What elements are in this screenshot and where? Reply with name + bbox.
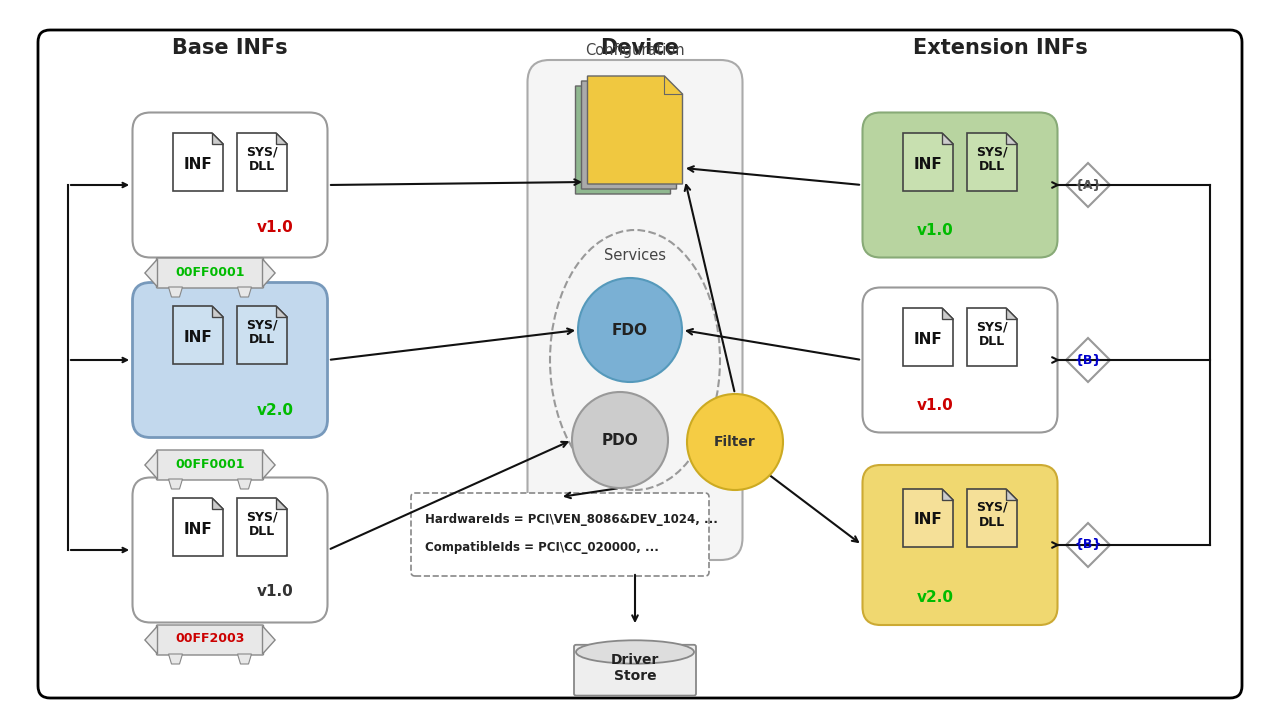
Polygon shape <box>902 489 954 547</box>
Polygon shape <box>588 76 682 184</box>
Text: v1.0: v1.0 <box>916 397 954 413</box>
Polygon shape <box>276 498 287 509</box>
Text: SYS/
DLL: SYS/ DLL <box>977 145 1007 173</box>
Text: CompatibleIds = PCI\CC_020000, ...: CompatibleIds = PCI\CC_020000, ... <box>425 541 659 554</box>
Ellipse shape <box>576 640 694 664</box>
FancyBboxPatch shape <box>573 645 696 696</box>
Polygon shape <box>966 308 1018 366</box>
Polygon shape <box>262 451 275 479</box>
Polygon shape <box>238 479 251 489</box>
Polygon shape <box>145 626 157 654</box>
Text: Driver
Store: Driver Store <box>611 652 659 683</box>
Text: 00FF0001: 00FF0001 <box>175 266 244 279</box>
Text: Extension INFs: Extension INFs <box>913 38 1088 58</box>
Text: INF: INF <box>914 331 942 346</box>
Text: SYS/
DLL: SYS/ DLL <box>246 510 278 538</box>
Polygon shape <box>1006 308 1018 319</box>
Text: Configuration: Configuration <box>585 42 685 58</box>
Polygon shape <box>237 306 287 364</box>
Text: Filter: Filter <box>714 435 756 449</box>
Text: SYS/
DLL: SYS/ DLL <box>977 320 1007 348</box>
FancyBboxPatch shape <box>156 258 264 288</box>
Polygon shape <box>576 86 671 194</box>
Text: Services: Services <box>604 248 666 263</box>
Circle shape <box>572 392 668 488</box>
Polygon shape <box>169 287 183 297</box>
FancyBboxPatch shape <box>527 60 742 560</box>
Polygon shape <box>262 626 275 654</box>
Polygon shape <box>262 259 275 287</box>
Polygon shape <box>145 259 157 287</box>
Polygon shape <box>212 306 223 317</box>
FancyBboxPatch shape <box>863 287 1057 433</box>
Text: INF: INF <box>183 330 212 344</box>
Polygon shape <box>1066 523 1110 567</box>
Polygon shape <box>173 498 223 556</box>
Polygon shape <box>238 287 251 297</box>
Polygon shape <box>169 479 183 489</box>
FancyBboxPatch shape <box>133 477 328 623</box>
Polygon shape <box>237 498 287 556</box>
Text: {B}: {B} <box>1074 354 1102 366</box>
Text: INF: INF <box>183 521 212 536</box>
Polygon shape <box>902 308 954 366</box>
Polygon shape <box>238 654 251 664</box>
Polygon shape <box>942 308 954 319</box>
Polygon shape <box>902 133 954 191</box>
FancyBboxPatch shape <box>411 493 709 576</box>
Circle shape <box>687 394 783 490</box>
FancyBboxPatch shape <box>156 625 264 655</box>
Polygon shape <box>145 451 157 479</box>
Text: 00FF0001: 00FF0001 <box>175 457 244 470</box>
FancyBboxPatch shape <box>156 450 264 480</box>
Text: Device: Device <box>600 38 680 58</box>
Polygon shape <box>1006 133 1018 144</box>
Text: {A}: {A} <box>1074 179 1102 192</box>
Polygon shape <box>237 133 287 191</box>
Polygon shape <box>169 654 183 664</box>
Polygon shape <box>212 133 223 144</box>
Text: {B}: {B} <box>1074 539 1102 552</box>
Text: 00FF2003: 00FF2003 <box>175 632 244 646</box>
Polygon shape <box>276 306 287 317</box>
FancyBboxPatch shape <box>133 112 328 258</box>
Text: SYS/
DLL: SYS/ DLL <box>977 501 1007 529</box>
Polygon shape <box>966 133 1018 191</box>
Text: v2.0: v2.0 <box>256 402 293 418</box>
FancyBboxPatch shape <box>863 465 1057 625</box>
Text: INF: INF <box>183 156 212 171</box>
Polygon shape <box>1066 163 1110 207</box>
Polygon shape <box>1006 489 1018 500</box>
Text: INF: INF <box>914 156 942 171</box>
Circle shape <box>579 278 682 382</box>
Polygon shape <box>212 498 223 509</box>
Text: HardwareIds = PCI\VEN_8086&DEV_1024, ...: HardwareIds = PCI\VEN_8086&DEV_1024, ... <box>425 513 718 526</box>
Text: v1.0: v1.0 <box>256 220 293 235</box>
Text: SYS/
DLL: SYS/ DLL <box>246 318 278 346</box>
Polygon shape <box>1066 338 1110 382</box>
Polygon shape <box>942 489 954 500</box>
Polygon shape <box>173 133 223 191</box>
FancyBboxPatch shape <box>133 282 328 438</box>
Polygon shape <box>581 81 677 189</box>
Polygon shape <box>942 133 954 144</box>
FancyBboxPatch shape <box>863 112 1057 258</box>
Polygon shape <box>173 306 223 364</box>
Polygon shape <box>276 133 287 144</box>
Text: v1.0: v1.0 <box>916 222 954 238</box>
Text: INF: INF <box>914 513 942 528</box>
Text: Base INFs: Base INFs <box>173 38 288 58</box>
Polygon shape <box>966 489 1018 547</box>
FancyBboxPatch shape <box>38 30 1242 698</box>
Text: FDO: FDO <box>612 323 648 338</box>
Text: v1.0: v1.0 <box>256 585 293 600</box>
Text: v2.0: v2.0 <box>916 590 954 605</box>
Text: SYS/
DLL: SYS/ DLL <box>246 145 278 173</box>
Text: PDO: PDO <box>602 433 639 448</box>
